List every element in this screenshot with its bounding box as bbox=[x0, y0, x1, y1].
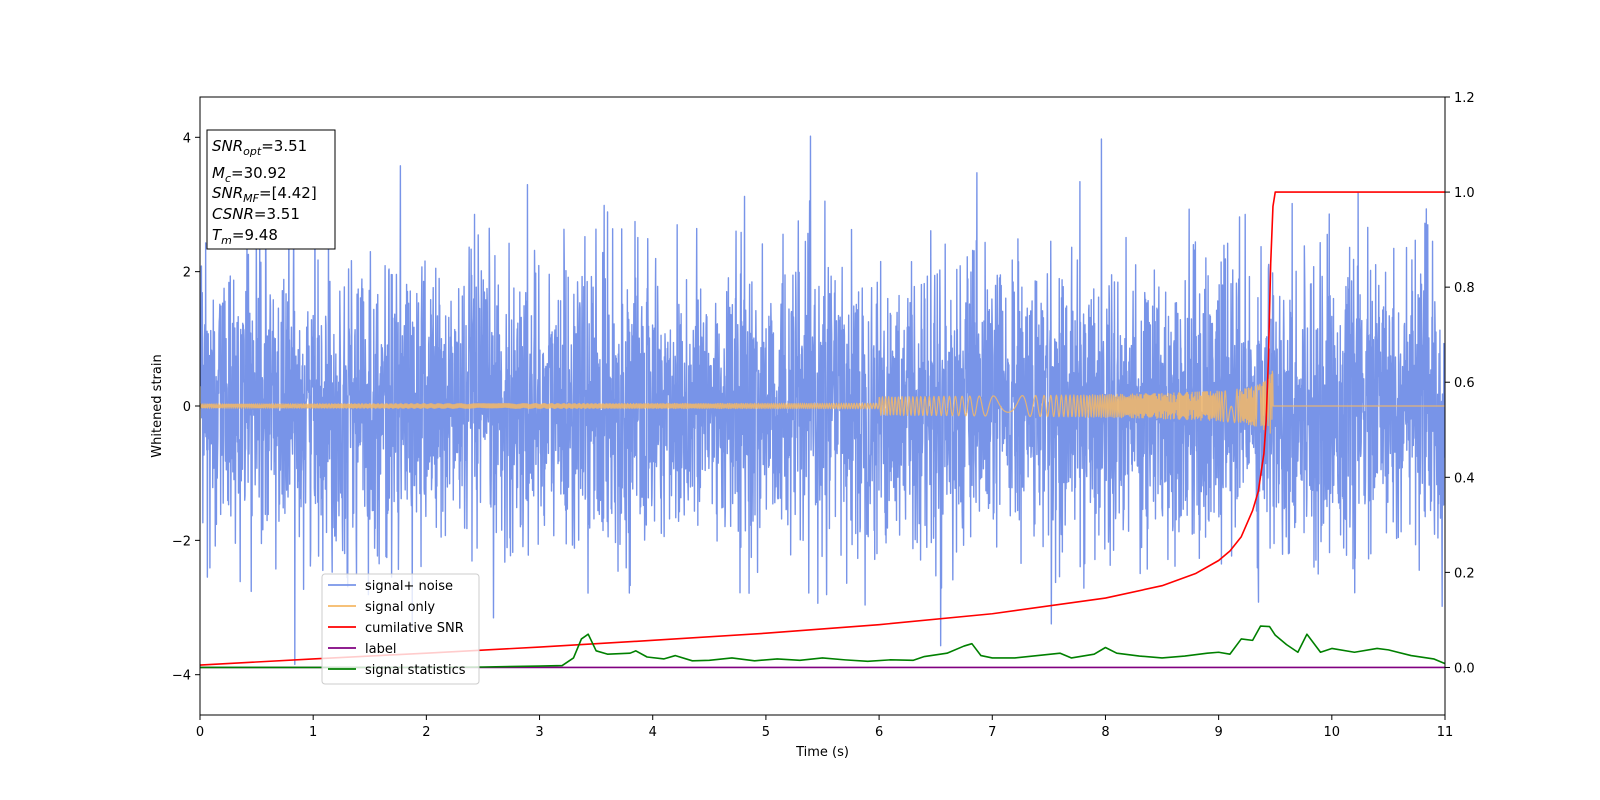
y-axis-label: Whitened strain bbox=[150, 354, 165, 457]
annotation-line: SNRMF=[4.42] bbox=[212, 184, 317, 205]
y-axis-left: −4 −2 0 2 4 bbox=[172, 131, 200, 684]
x-tick-label: 0 bbox=[196, 725, 204, 740]
x-tick-label: 6 bbox=[875, 725, 883, 740]
legend-label: signal only bbox=[365, 600, 435, 615]
legend-label: signal statistics bbox=[365, 663, 466, 678]
y-right-tick-label: 0.8 bbox=[1454, 281, 1475, 296]
x-axis: 0 1 2 3 4 5 6 7 8 9 10 11 bbox=[196, 715, 1453, 740]
series-signal-noise bbox=[200, 135, 1445, 666]
annotation-frame bbox=[206, 129, 336, 250]
x-tick-label: 4 bbox=[649, 725, 657, 740]
y-left-tick-label: −2 bbox=[172, 534, 191, 549]
series-cumilative-snr bbox=[200, 191, 1445, 666]
y-left-tick-label: −4 bbox=[172, 669, 191, 684]
y-left-tick-label: 2 bbox=[183, 266, 191, 281]
x-tick-label: 8 bbox=[1101, 725, 1109, 740]
y-axis-right: 0.0 0.2 0.4 0.6 0.8 1.0 1.2 bbox=[1445, 91, 1475, 676]
x-tick-label: 1 bbox=[309, 725, 317, 740]
y-right-tick-label: 0.2 bbox=[1454, 566, 1475, 581]
legend-frame bbox=[321, 573, 480, 685]
x-tick-label: 5 bbox=[762, 725, 770, 740]
x-tick-label: 10 bbox=[1324, 725, 1341, 740]
x-tick-label: 3 bbox=[535, 725, 543, 740]
y-left-tick-label: 4 bbox=[183, 131, 191, 146]
y-right-tick-label: 1.0 bbox=[1454, 186, 1475, 201]
legend-label: signal+ noise bbox=[365, 579, 453, 594]
annotation-line: Mc=30.92 bbox=[212, 164, 287, 185]
x-tick-label: 11 bbox=[1437, 725, 1454, 740]
y-right-tick-label: 0.4 bbox=[1454, 471, 1475, 486]
legend-label: cumilative SNR bbox=[365, 621, 464, 636]
legend-label: label bbox=[365, 642, 396, 657]
series-signal-only bbox=[200, 370, 1445, 434]
annotation-line: CSNR=3.51 bbox=[212, 205, 300, 223]
y-right-tick-label: 0.6 bbox=[1454, 376, 1475, 391]
x-tick-label: 7 bbox=[988, 725, 996, 740]
y-right-tick-label: 1.2 bbox=[1454, 91, 1475, 106]
x-tick-label: 9 bbox=[1214, 725, 1222, 740]
annotation-line: Tm=9.48 bbox=[212, 226, 278, 247]
x-axis-label: Time (s) bbox=[795, 745, 849, 760]
annotation-box: SNRopt=3.51 Mc=30.92SNRMF=[4.42]CSNR=3.51… bbox=[206, 129, 336, 250]
y-left-tick-label: 0 bbox=[183, 400, 191, 415]
y-right-tick-label: 0.0 bbox=[1454, 661, 1475, 676]
series-signal-statistics bbox=[200, 625, 1445, 669]
legend: signal+ noise signal only cumilative SNR la… bbox=[321, 573, 480, 685]
annotation-line: SNRopt=3.51 bbox=[212, 137, 307, 158]
x-tick-label: 2 bbox=[422, 725, 430, 740]
